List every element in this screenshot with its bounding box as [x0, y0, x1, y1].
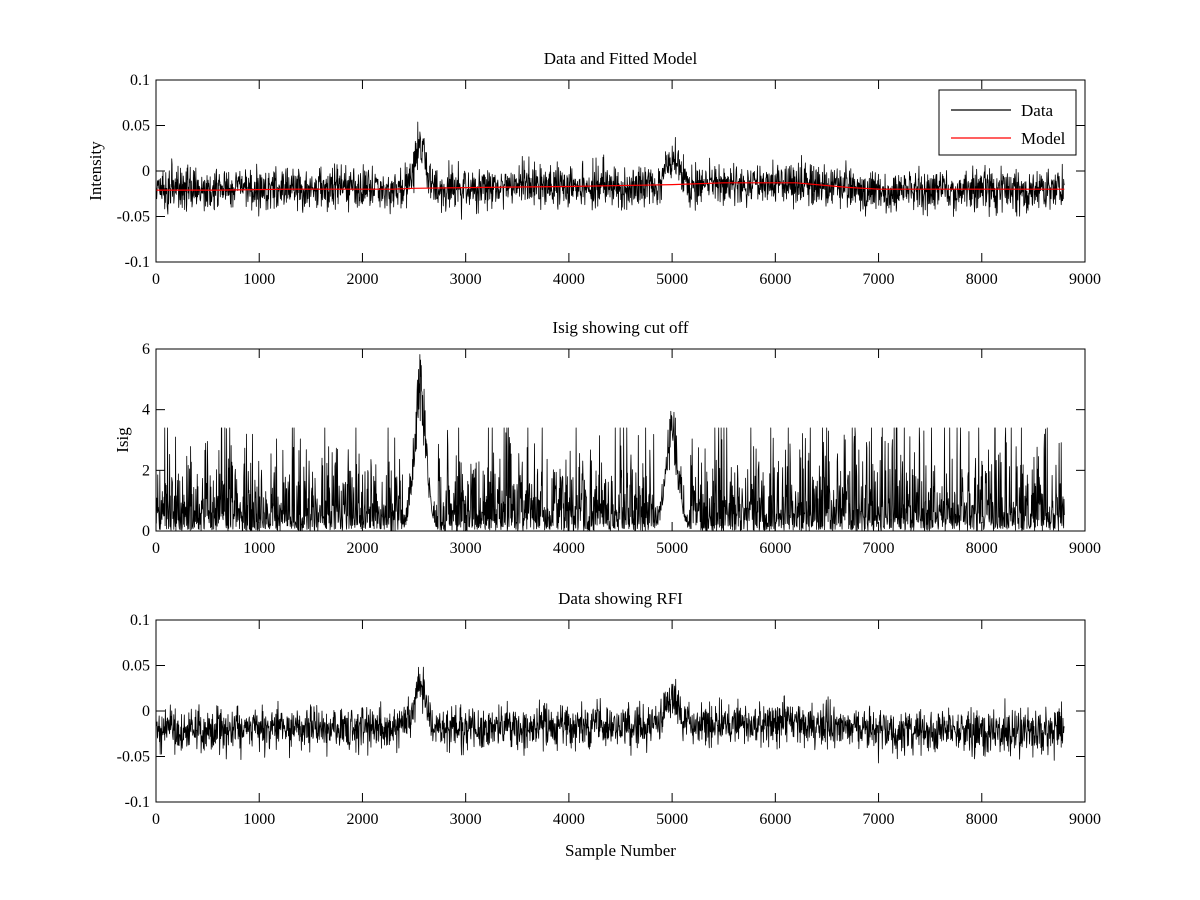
y-tick-label: 2 [142, 462, 150, 479]
x-tick-label: 4000 [553, 271, 585, 288]
x-tick-label: 2000 [346, 540, 378, 557]
x-tick-label: 9000 [1069, 811, 1101, 828]
series-group [156, 666, 1065, 764]
panel-2-title: Isig showing cut off [552, 318, 688, 337]
x-tick-label: 0 [152, 811, 160, 828]
x-tick-label: 3000 [450, 811, 482, 828]
x-tick-label: 2000 [346, 271, 378, 288]
y-tick-label: -0.1 [125, 254, 150, 271]
y-tick-label: 6 [142, 341, 150, 358]
y-tick-label: 4 [142, 402, 150, 419]
x-tick-label: 9000 [1069, 271, 1101, 288]
x-tick-label: 6000 [759, 271, 791, 288]
y-tick-label: -0.05 [117, 209, 150, 226]
panel-2-plot: 0 1000 2000 3000 4000 5000 6000 7000 8000 9000 0 2 4… [142, 341, 1101, 557]
series-group [156, 121, 1065, 220]
panel-data-showing-rfi: Data showing RFI 0 1000 2000 3000 4000 5000 60… [117, 589, 1101, 860]
x-tick-label: 7000 [863, 540, 895, 557]
y-tick-label: 0.05 [122, 118, 150, 135]
x-tick-label: 8000 [966, 811, 998, 828]
y-tick-label: 0.1 [130, 72, 150, 89]
panel-3-title: Data showing RFI [558, 589, 683, 608]
panel-3-xlabel: Sample Number [565, 841, 676, 860]
x-tick-label: 3000 [450, 540, 482, 557]
series-trace-series-1 [156, 666, 1065, 764]
panel-3-plot: 0 1000 2000 3000 4000 5000 6000 7000 8000 9000 -0.… [117, 612, 1101, 828]
series-group [156, 354, 1065, 531]
x-tick-label: 6000 [759, 811, 791, 828]
x-tick-label: 5000 [656, 271, 688, 288]
x-tick-label: 3000 [450, 271, 482, 288]
x-tick-label: 8000 [966, 540, 998, 557]
panel-data-and-fitted-model: Data and Fitted Model Intensity 0 1000 200… [86, 49, 1101, 288]
x-tick-label: 1000 [243, 540, 275, 557]
x-tick-label: 1000 [243, 271, 275, 288]
x-tick-label: 4000 [553, 540, 585, 557]
axes-frame [155, 348, 1086, 532]
y-tick-label: 0 [142, 703, 150, 720]
y-tick-label: 0.05 [122, 658, 150, 675]
x-tick-label: 2000 [346, 811, 378, 828]
legend-box [938, 89, 1077, 156]
panel-1-plot: 0 1000 2000 3000 4000 5000 6000 7000 8000 9000 -0.… [117, 72, 1101, 288]
series-trace-data [156, 121, 1065, 220]
x-tick-label: 9000 [1069, 540, 1101, 557]
x-tick-label: 7000 [863, 271, 895, 288]
x-tick-label: 7000 [863, 811, 895, 828]
y-tick-label: 0.1 [130, 612, 150, 629]
legend-label-model: Model [1021, 129, 1066, 148]
x-tick-label: 5000 [656, 540, 688, 557]
legend: Data Model [938, 89, 1077, 156]
x-tick-label: 0 [152, 271, 160, 288]
series-trace-series-1 [156, 354, 1065, 531]
x-tick-label: 1000 [243, 811, 275, 828]
y-tick-label: -0.1 [125, 794, 150, 811]
x-tick-label: 8000 [966, 271, 998, 288]
y-tick-label: -0.05 [117, 749, 150, 766]
x-tick-label: 6000 [759, 540, 791, 557]
panel-1-title: Data and Fitted Model [544, 49, 698, 68]
panel-2-ylabel: Isig [113, 427, 132, 453]
legend-label-data: Data [1021, 101, 1054, 120]
y-tick-label: 0 [142, 163, 150, 180]
series-line-model [156, 182, 1065, 191]
panel-1-ylabel: Intensity [86, 141, 105, 201]
x-tick-label: 5000 [656, 811, 688, 828]
y-tick-label: 0 [142, 523, 150, 540]
x-tick-label: 0 [152, 540, 160, 557]
x-tick-label: 4000 [553, 811, 585, 828]
panel-isig-showing-cut-off: Isig showing cut off Isig 0 1000 2000 3000 4… [113, 318, 1101, 557]
